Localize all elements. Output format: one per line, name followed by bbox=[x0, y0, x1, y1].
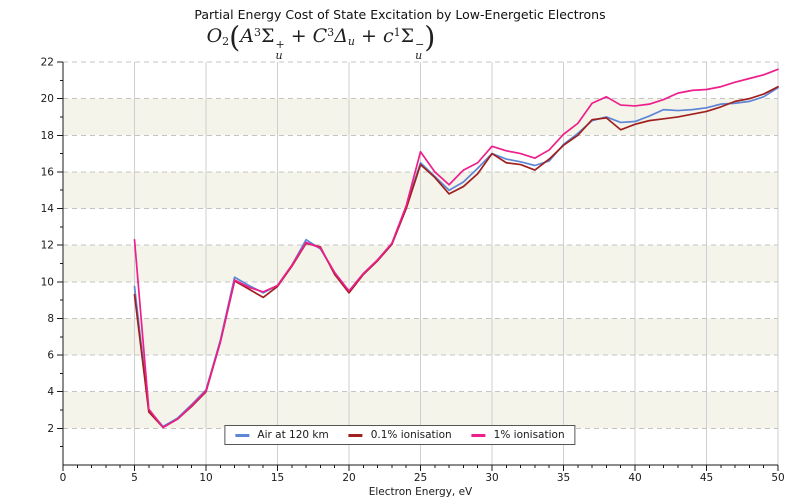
svg-text:6: 6 bbox=[47, 350, 54, 362]
svg-text:10: 10 bbox=[41, 276, 54, 288]
vertical-gridlines bbox=[134, 62, 779, 465]
legend-label-0.1pct-ionisation: 0.1% ionisation bbox=[370, 429, 452, 441]
svg-text:5: 5 bbox=[131, 472, 138, 484]
legend-swatch-0.1pct-ionisation bbox=[348, 433, 363, 437]
svg-text:10: 10 bbox=[199, 472, 212, 484]
formula-token: 3 bbox=[327, 25, 335, 39]
svg-text:40: 40 bbox=[628, 472, 641, 484]
svg-text:45: 45 bbox=[700, 472, 713, 484]
chart-title: Partial Energy Cost of State Excitation … bbox=[194, 7, 606, 22]
svg-text:15: 15 bbox=[271, 472, 284, 484]
formula-token: + bbox=[290, 24, 307, 47]
svg-text:0: 0 bbox=[60, 472, 67, 484]
formula-token: 2 bbox=[222, 35, 230, 49]
svg-text:20: 20 bbox=[41, 93, 54, 105]
formula-token: ( bbox=[229, 21, 241, 54]
legend-item-0.1pct-ionisation: 0.1% ionisation bbox=[348, 429, 452, 441]
legend: Air at 120 km 0.1% ionisation 1% ionisat… bbox=[224, 425, 576, 445]
series-line-1 bbox=[133, 85, 779, 429]
svg-text:18: 18 bbox=[41, 130, 54, 142]
chart-subtitle-formula: O2(A3Σ + u + C3Δu + c1Σ − u) bbox=[207, 21, 436, 61]
series-line-0 bbox=[133, 86, 779, 428]
formula-token: c bbox=[382, 24, 394, 47]
legend-label-air-at-120km: Air at 120 km bbox=[257, 429, 329, 441]
x-axis-label: Electron Energy, eV bbox=[369, 486, 473, 498]
formula-token: − u bbox=[415, 37, 425, 62]
svg-text:22: 22 bbox=[41, 57, 54, 69]
svg-text:4: 4 bbox=[47, 386, 54, 398]
formula-token: Δ bbox=[334, 24, 348, 47]
formula-token: + u bbox=[275, 37, 285, 62]
y-tick-labels: 2 4 6 8 10 12 14 16 18 20 22 bbox=[41, 57, 55, 435]
formula-token: + bbox=[361, 24, 377, 47]
axis-ticks bbox=[57, 61, 779, 471]
svg-text:35: 35 bbox=[557, 472, 570, 484]
x-tick-labels: 0 5 10 15 20 25 30 35 40 45 50 bbox=[60, 472, 785, 484]
formula-token: 3 bbox=[254, 25, 262, 39]
svg-text:16: 16 bbox=[41, 166, 55, 178]
formula-token: O bbox=[206, 24, 223, 47]
svg-text:8: 8 bbox=[47, 313, 54, 325]
legend-swatch-1pct-ionisation bbox=[471, 433, 486, 437]
svg-text:25: 25 bbox=[414, 472, 427, 484]
formula-token: Σ bbox=[261, 24, 275, 47]
svg-text:20: 20 bbox=[342, 472, 355, 484]
legend-item-1pct-ionisation: 1% ionisation bbox=[471, 429, 565, 441]
formula-token: u bbox=[347, 35, 356, 49]
legend-item-air-at-120km: Air at 120 km bbox=[235, 429, 329, 441]
svg-text:14: 14 bbox=[41, 203, 55, 215]
formula-token: A bbox=[240, 24, 255, 47]
formula-token: ) bbox=[424, 21, 436, 54]
formula-token: Σ bbox=[400, 24, 415, 47]
svg-text:50: 50 bbox=[771, 472, 784, 484]
formula-token: C bbox=[312, 24, 328, 47]
formula-token: 1 bbox=[393, 25, 401, 39]
svg-text:2: 2 bbox=[47, 423, 54, 435]
horizontal-gridlines bbox=[63, 61, 778, 429]
series-line-2 bbox=[133, 68, 779, 429]
legend-swatch-air-at-120km bbox=[235, 433, 250, 437]
svg-text:12: 12 bbox=[41, 240, 54, 252]
legend-label-1pct-ionisation: 1% ionisation bbox=[493, 429, 565, 441]
svg-text:30: 30 bbox=[485, 472, 498, 484]
